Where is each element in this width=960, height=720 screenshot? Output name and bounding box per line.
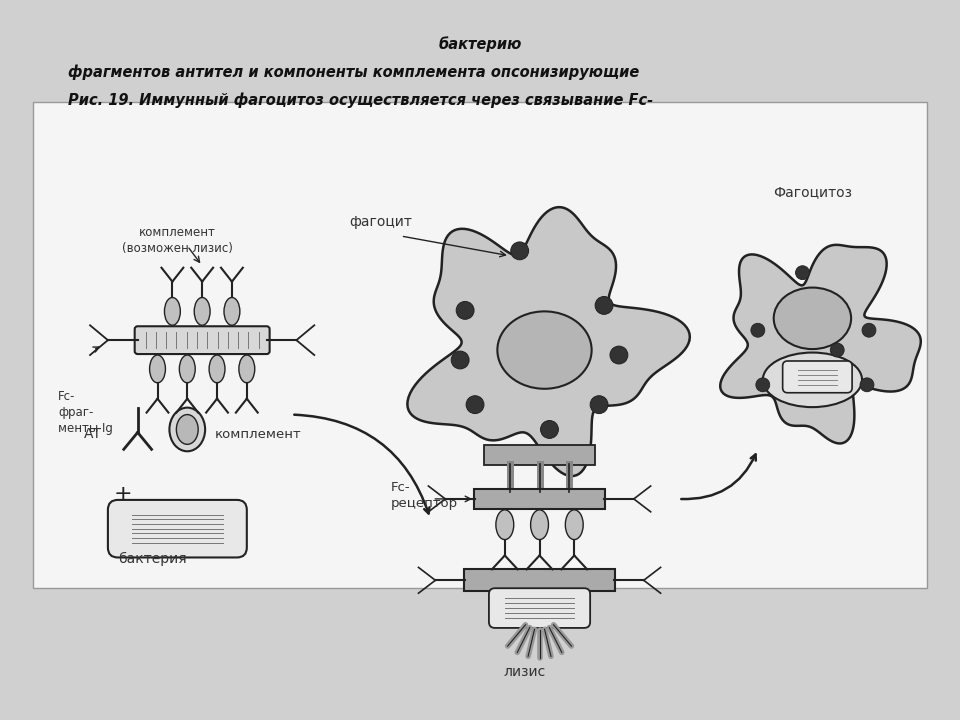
Text: АТ: АТ [84, 428, 102, 441]
Text: Рис. 19. Иммунный фагоцитоз осуществляется через связывание Fc-: Рис. 19. Иммунный фагоцитоз осуществляет… [68, 92, 654, 107]
Text: лизис: лизис [504, 665, 546, 678]
Ellipse shape [763, 353, 862, 407]
Text: Fc-
фраг-
менты Ig: Fc- фраг- менты Ig [59, 390, 113, 435]
Polygon shape [407, 207, 690, 476]
Text: бактерию: бактерию [439, 37, 521, 53]
Circle shape [756, 378, 770, 392]
FancyBboxPatch shape [782, 361, 852, 392]
FancyBboxPatch shape [474, 489, 605, 509]
Text: фрагментов антител и компоненты комплемента опсонизирующие: фрагментов антител и компоненты комплеме… [68, 64, 639, 80]
Ellipse shape [209, 355, 225, 383]
Ellipse shape [496, 510, 514, 539]
FancyBboxPatch shape [489, 588, 590, 628]
Text: +: + [113, 484, 132, 504]
FancyBboxPatch shape [134, 326, 270, 354]
Circle shape [862, 323, 876, 337]
Circle shape [830, 343, 844, 357]
Ellipse shape [531, 510, 548, 539]
Circle shape [796, 266, 809, 279]
Circle shape [590, 396, 608, 413]
Text: Fc-
рецептор: Fc- рецептор [391, 482, 458, 510]
Ellipse shape [169, 408, 205, 451]
Circle shape [540, 420, 559, 438]
FancyBboxPatch shape [484, 446, 595, 465]
Circle shape [456, 302, 474, 319]
Circle shape [595, 297, 613, 315]
Circle shape [467, 396, 484, 413]
Ellipse shape [565, 510, 583, 539]
Ellipse shape [497, 311, 591, 389]
Ellipse shape [180, 355, 195, 383]
Circle shape [751, 323, 765, 337]
Text: Фагоцитоз: Фагоцитоз [773, 185, 852, 199]
Ellipse shape [164, 297, 180, 325]
Ellipse shape [239, 355, 254, 383]
Ellipse shape [150, 355, 165, 383]
Text: комплемент
(возможен лизис): комплемент (возможен лизис) [122, 226, 232, 255]
Circle shape [860, 378, 874, 392]
Ellipse shape [177, 415, 198, 444]
Text: комплемент: комплемент [215, 428, 301, 441]
FancyBboxPatch shape [34, 102, 926, 588]
Text: бактерия: бактерия [118, 552, 187, 567]
Ellipse shape [774, 287, 852, 349]
FancyBboxPatch shape [464, 570, 615, 591]
Text: фагоцит: фагоцит [349, 215, 412, 229]
Circle shape [451, 351, 469, 369]
FancyBboxPatch shape [108, 500, 247, 557]
Ellipse shape [224, 297, 240, 325]
Circle shape [610, 346, 628, 364]
Ellipse shape [194, 297, 210, 325]
Circle shape [511, 242, 529, 260]
Polygon shape [720, 245, 921, 444]
